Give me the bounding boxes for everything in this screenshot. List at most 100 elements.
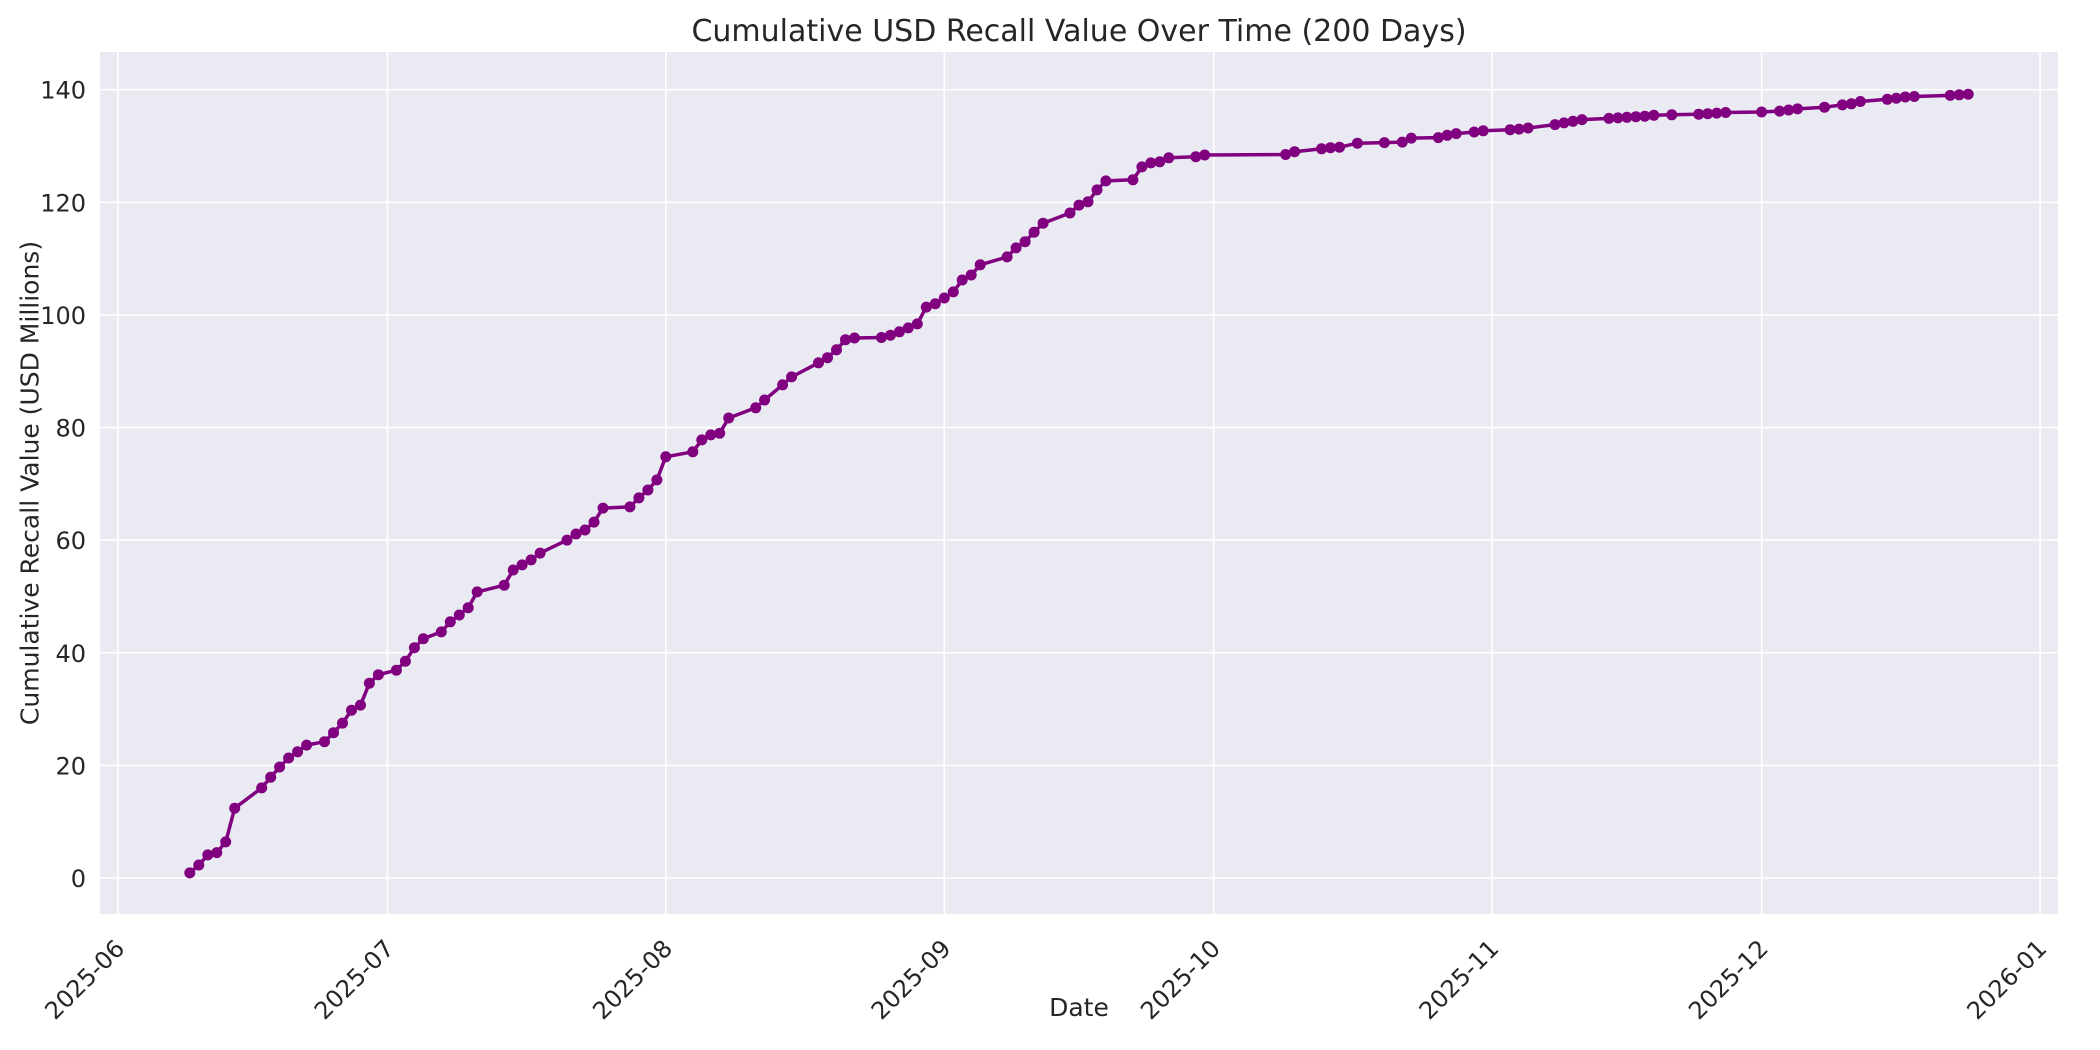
- data-point: [1082, 196, 1094, 208]
- y-tick-label: 100: [40, 302, 86, 330]
- data-point: [1702, 108, 1714, 120]
- y-tick-label: 80: [55, 415, 86, 443]
- data-point: [660, 451, 672, 463]
- data-point: [902, 322, 914, 334]
- data-point: [1890, 92, 1902, 104]
- data-point: [884, 329, 896, 341]
- data-point: [1396, 136, 1408, 148]
- data-point: [408, 642, 420, 654]
- data-point: [570, 528, 582, 540]
- data-point: [184, 867, 196, 879]
- data-point: [1280, 149, 1292, 160]
- data-point: [696, 434, 708, 446]
- data-point: [1316, 143, 1327, 155]
- data-point: [256, 782, 268, 794]
- data-point: [1612, 112, 1624, 124]
- data-point: [498, 579, 510, 591]
- data-point: [651, 474, 663, 486]
- data-point: [1567, 115, 1579, 127]
- data-point: [588, 516, 600, 528]
- data-point: [822, 352, 833, 364]
- data-point: [1558, 117, 1570, 129]
- data-point: [1693, 108, 1705, 120]
- data-point: [202, 849, 214, 861]
- data-point: [1792, 103, 1803, 115]
- data-point: [1019, 236, 1031, 248]
- data-point: [1549, 119, 1561, 131]
- data-point: [1962, 88, 1974, 100]
- data-point: [220, 836, 232, 848]
- data-point: [1908, 91, 1920, 102]
- data-point: [875, 332, 887, 343]
- data-point: [561, 534, 573, 546]
- plot-area: [100, 52, 2058, 914]
- data-point: [462, 602, 474, 614]
- data-point: [1639, 110, 1651, 122]
- data-point: [292, 746, 304, 758]
- data-point: [705, 429, 717, 441]
- data-point: [1648, 109, 1660, 121]
- data-point: [633, 492, 645, 504]
- data-point: [813, 357, 824, 369]
- data-point: [1576, 114, 1588, 126]
- y-tick-label: 140: [40, 77, 86, 105]
- data-point: [1513, 123, 1525, 135]
- data-point: [840, 334, 851, 346]
- data-point: [687, 446, 699, 458]
- data-point: [1845, 98, 1857, 110]
- data-point: [1756, 106, 1768, 118]
- data-point: [1441, 129, 1453, 141]
- data-point: [211, 847, 223, 859]
- data-point: [947, 286, 959, 298]
- data-point: [597, 502, 609, 514]
- data-point: [453, 609, 465, 621]
- x-axis-title: Date: [1049, 993, 1109, 1022]
- data-point: [849, 332, 860, 344]
- data-point: [579, 524, 591, 536]
- data-point: [1154, 156, 1166, 168]
- data-point: [507, 564, 519, 576]
- data-point: [1028, 226, 1040, 238]
- data-point: [1774, 105, 1786, 117]
- data-point: [1351, 137, 1363, 149]
- data-point: [193, 859, 205, 871]
- data-point: [1091, 184, 1103, 196]
- y-tick-label: 40: [55, 640, 86, 668]
- data-point: [929, 298, 941, 310]
- data-point: [283, 752, 295, 764]
- y-tick-label: 0: [71, 865, 86, 893]
- data-point: [372, 669, 384, 681]
- data-point: [750, 402, 762, 414]
- data-point: [337, 717, 348, 729]
- data-point: [714, 427, 726, 439]
- data-point: [1836, 99, 1848, 111]
- data-point: [301, 739, 313, 751]
- data-point: [1944, 89, 1956, 101]
- data-point: [390, 664, 402, 676]
- data-point: [1325, 142, 1336, 154]
- data-point: [938, 292, 950, 304]
- data-point: [516, 559, 528, 571]
- y-tick-label: 20: [55, 752, 86, 780]
- data-point: [1783, 104, 1795, 116]
- data-point: [1819, 101, 1830, 113]
- data-point: [1405, 132, 1417, 144]
- data-point: [1881, 93, 1893, 105]
- data-point: [1450, 128, 1462, 140]
- y-tick-label: 120: [40, 189, 86, 217]
- data-point: [1899, 91, 1911, 103]
- data-point: [1010, 242, 1022, 254]
- data-point: [319, 736, 330, 748]
- data-point: [1603, 112, 1615, 124]
- data-point: [723, 412, 735, 424]
- data-point: [893, 326, 905, 338]
- data-point: [956, 274, 968, 286]
- data-point: [444, 616, 456, 628]
- data-point: [229, 802, 241, 814]
- data-point: [1037, 217, 1049, 229]
- data-point: [1720, 107, 1732, 118]
- data-point: [328, 727, 339, 739]
- data-point: [471, 586, 483, 598]
- data-point: [1630, 111, 1642, 123]
